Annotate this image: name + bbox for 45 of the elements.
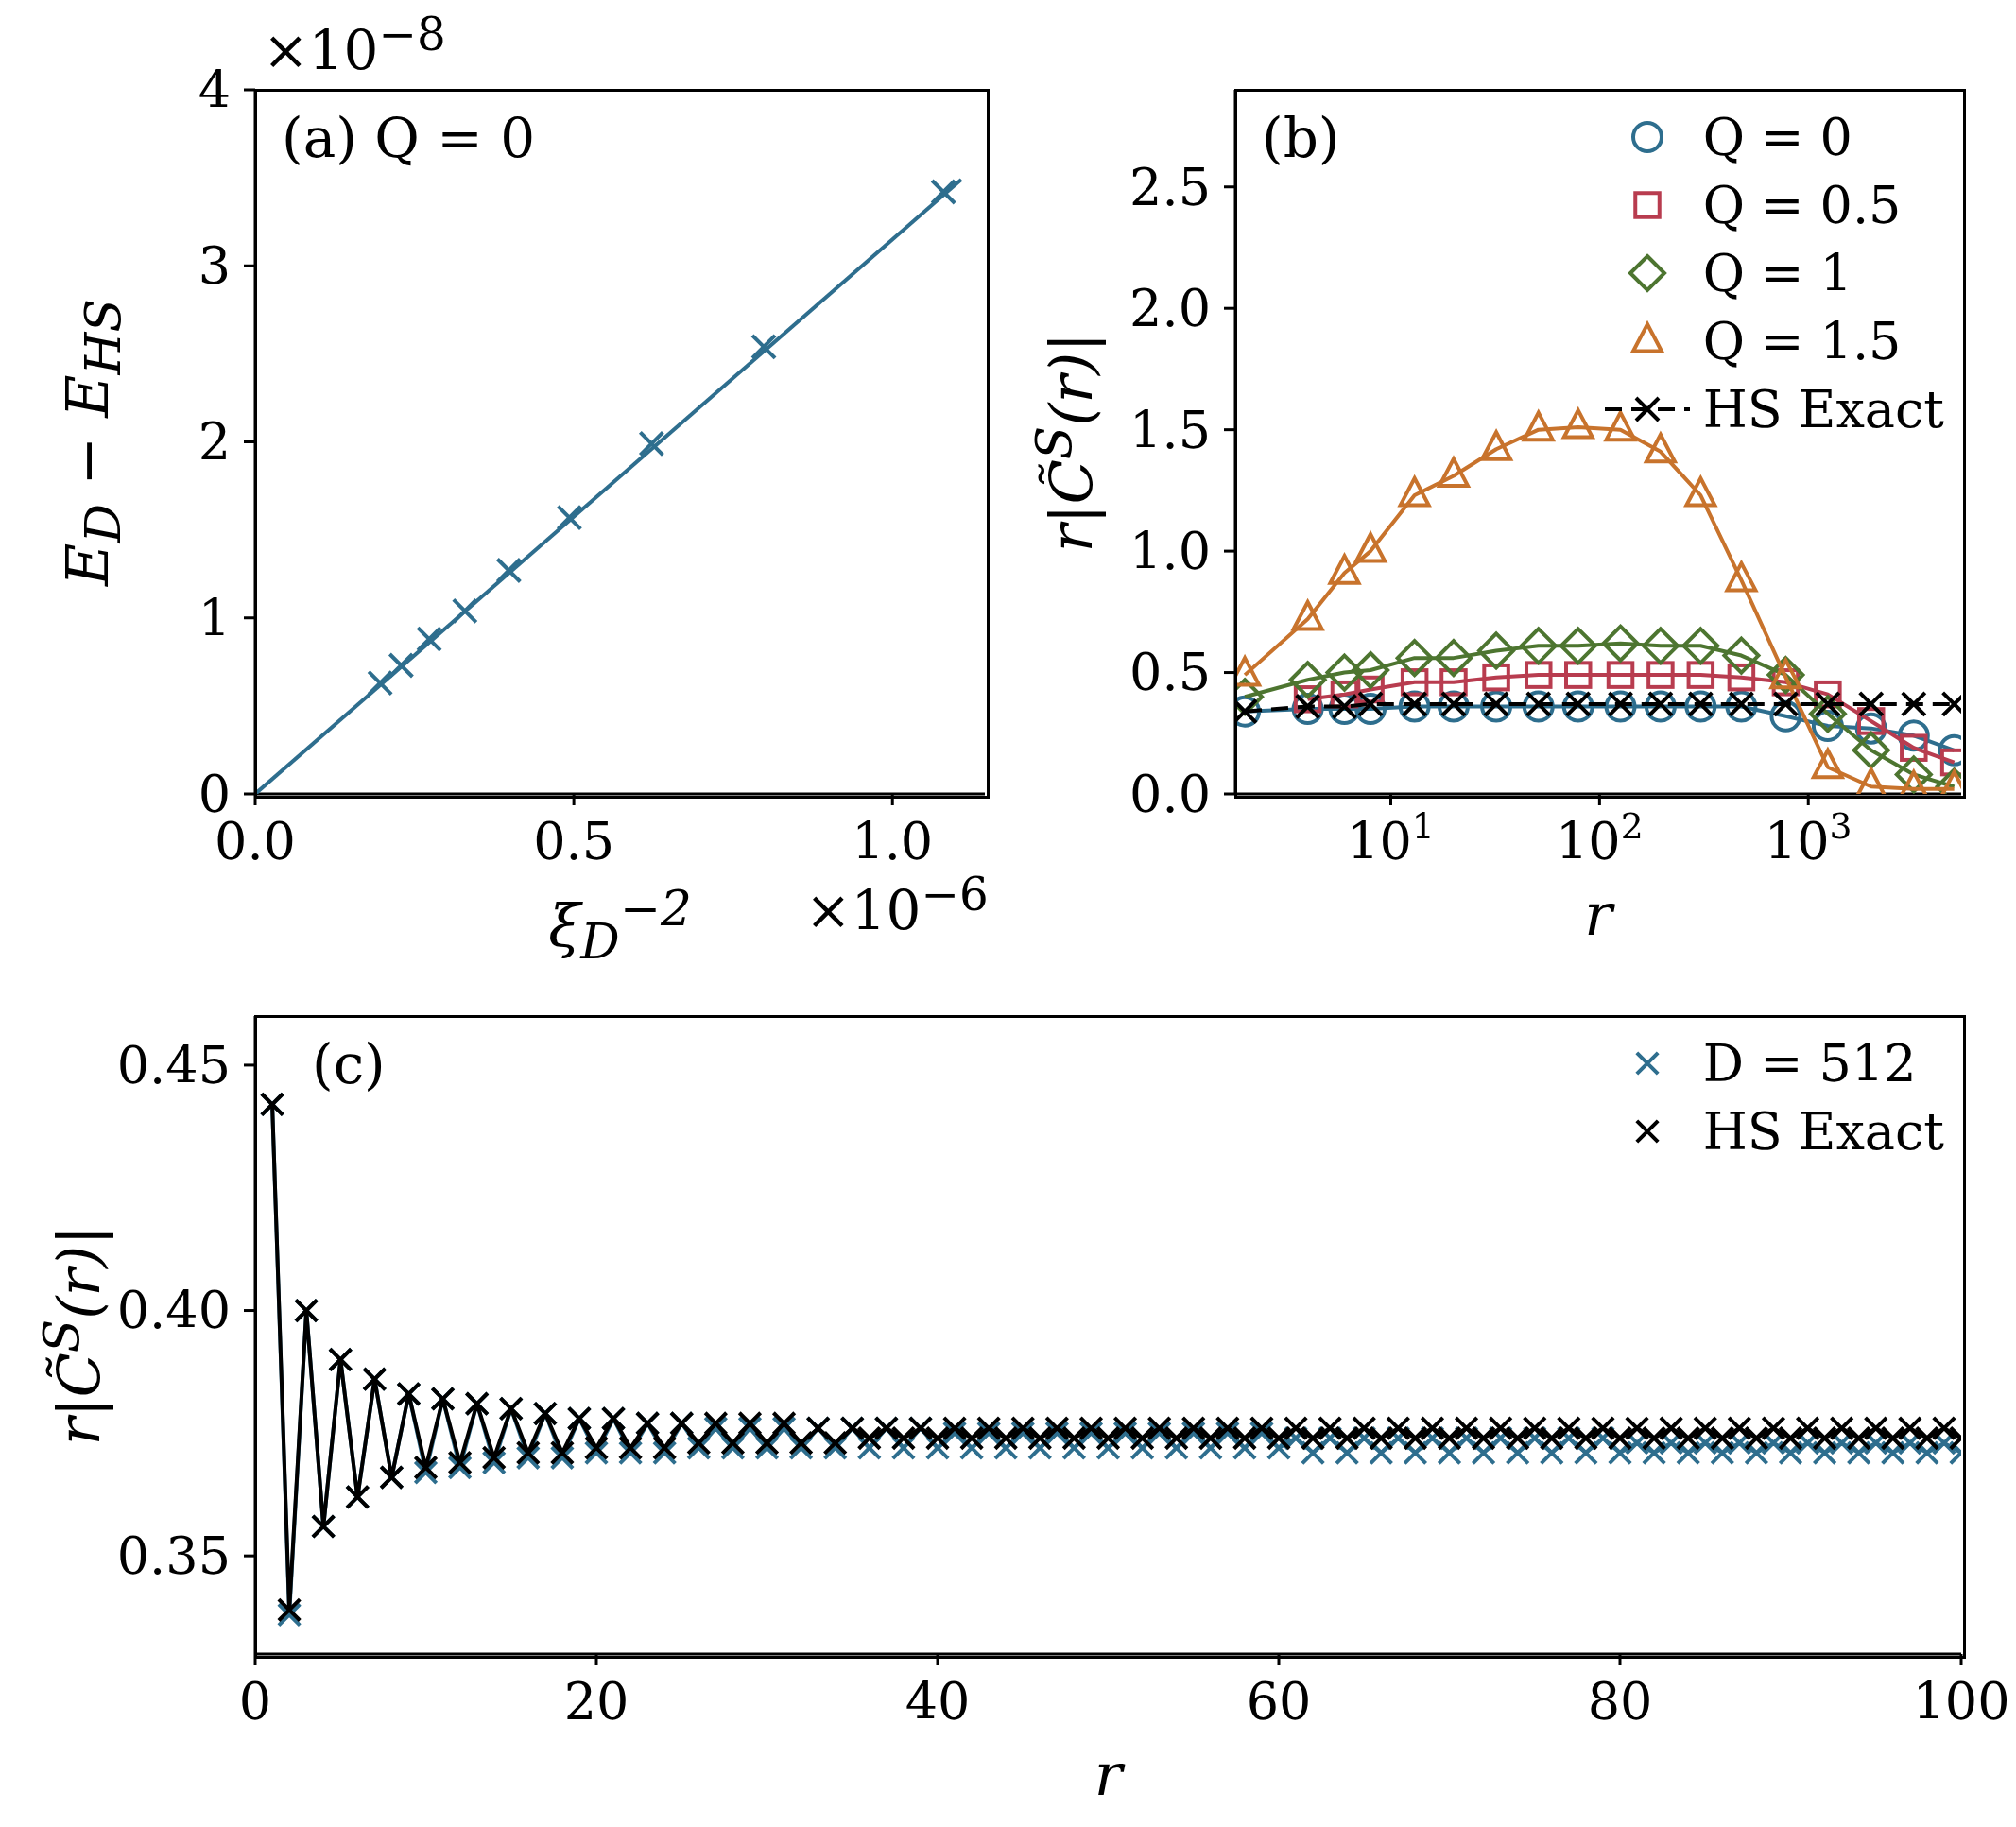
legend-label: Q = 1.5 xyxy=(1702,311,1902,371)
y-tick-label: 0.40 xyxy=(116,1281,231,1341)
point xyxy=(367,669,394,697)
x-tick-label: 10$^{3}$ xyxy=(1764,805,1852,872)
point xyxy=(451,597,478,625)
y-tick-label: 4 xyxy=(198,60,231,120)
x-tick-label: 0 xyxy=(238,1672,272,1732)
legend-label: Q = 0.5 xyxy=(1702,175,1902,235)
annotation: (c) xyxy=(312,1032,386,1096)
x-tick-label: 60 xyxy=(1246,1672,1312,1732)
x-axis-title: r xyxy=(1583,879,1616,951)
x-tick-label: 10$^{2}$ xyxy=(1555,805,1644,872)
y-tick-label: 2 xyxy=(198,412,231,473)
y-tick-label: 2.5 xyxy=(1129,157,1211,217)
y-tick-label: 0.45 xyxy=(116,1035,231,1095)
x-tick-label: 0.5 xyxy=(533,812,615,872)
legend-label: HS Exact xyxy=(1702,379,1944,440)
point xyxy=(930,179,957,206)
y-tick-label: 1 xyxy=(198,588,231,648)
point xyxy=(388,652,415,680)
y-tick-label: 1.5 xyxy=(1129,400,1211,460)
y-tick-label: 3 xyxy=(198,236,231,297)
point xyxy=(495,557,523,584)
x-tick-label: 40 xyxy=(905,1672,971,1732)
x-tick-label: 80 xyxy=(1587,1672,1653,1732)
point xyxy=(556,504,583,531)
x-tick-label: 10$^{1}$ xyxy=(1347,805,1435,872)
legend-label: D = 512 xyxy=(1702,1033,1917,1094)
x-tick-label: 100 xyxy=(1912,1672,2010,1732)
point xyxy=(416,626,443,653)
point xyxy=(638,430,665,457)
y-tick-label: 0.0 xyxy=(1129,764,1211,824)
legend-label: HS Exact xyxy=(1702,1101,1944,1162)
x-tick-label: 20 xyxy=(563,1672,629,1732)
x-axis-title: r xyxy=(1093,1739,1127,1811)
y-tick-label: 0.5 xyxy=(1129,643,1211,703)
y-tick-label: 1.0 xyxy=(1129,522,1211,581)
y-tick-label: 2.0 xyxy=(1129,279,1211,339)
legend-label: Q = 0 xyxy=(1702,107,1852,167)
legend-label: Q = 1 xyxy=(1702,243,1852,303)
y-tick-label: 0.35 xyxy=(116,1526,231,1587)
annotation: (b) xyxy=(1262,106,1340,170)
text: ×10$^{−8}$ xyxy=(263,8,446,83)
point xyxy=(750,333,778,360)
annotation: (a) Q = 0 xyxy=(282,106,536,170)
